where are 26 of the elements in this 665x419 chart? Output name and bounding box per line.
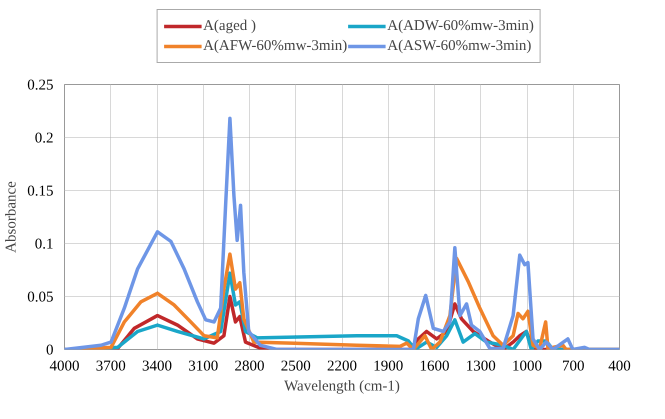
x-tick-label: 1300: [466, 358, 496, 374]
y-tick-label: 0.2: [34, 130, 54, 146]
x-tick-label: 2500: [280, 358, 311, 374]
legend-label: A(AFW-60%mw-3min): [203, 37, 348, 55]
line-series: [64, 116, 620, 350]
y-tick-label: 0.05: [27, 290, 54, 306]
y-axis-title: Absorbance: [3, 180, 20, 253]
y-tick-label: 0: [46, 342, 54, 358]
x-tick-label: 1000: [512, 358, 542, 374]
y-tick-label: 0.25: [27, 78, 54, 94]
x-tick-label: 1900: [373, 358, 404, 374]
x-tick-label: 3100: [188, 358, 218, 374]
legend-label: A(ADW-60%mw-3min): [387, 17, 534, 35]
x-tick-label: 700: [562, 358, 584, 374]
x-tick-label: 3700: [96, 358, 126, 374]
x-tick-label: 4000: [50, 358, 80, 374]
x-axis-title: Wavelength (cm-1): [284, 378, 400, 394]
x-tick-label: 3400: [142, 358, 172, 374]
y-tick-label: 0.1: [34, 236, 54, 252]
x-tick-label: 400: [608, 358, 631, 374]
x-tick-label: 2200: [327, 358, 357, 374]
legend-label: A(ASW-60%mw-3min): [387, 37, 532, 55]
y-tick-label: 0.15: [27, 184, 54, 200]
x-tick-label: 2800: [234, 358, 264, 374]
legend-label: A(aged ): [203, 17, 256, 35]
x-tick-label: 1600: [420, 358, 450, 374]
